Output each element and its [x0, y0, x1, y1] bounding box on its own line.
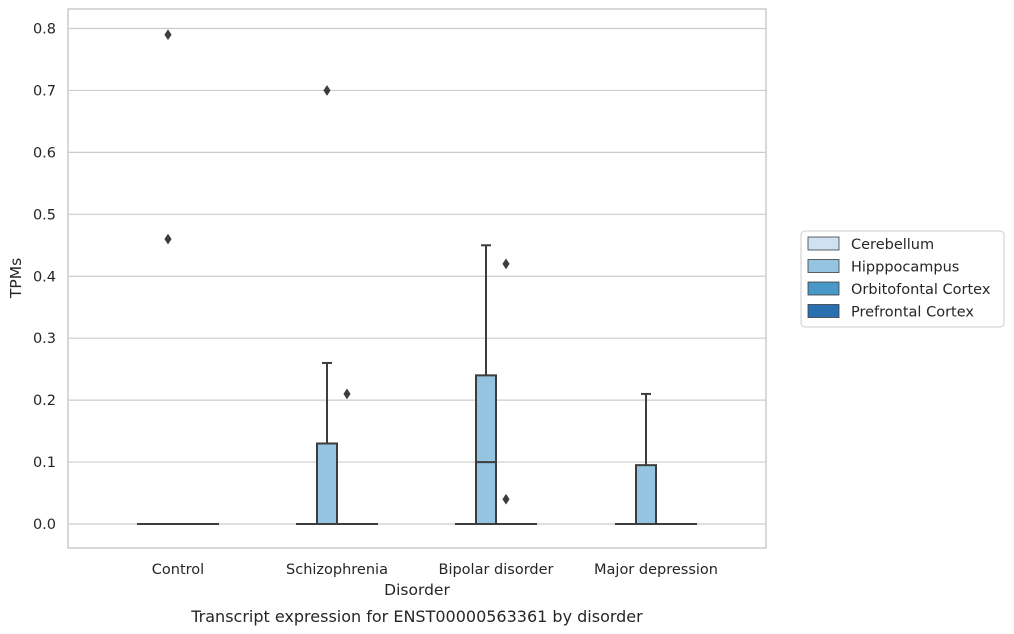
y-tick-label: 0.1: [33, 455, 56, 471]
outlier-point: [164, 233, 172, 245]
legend-frame: [800, 230, 1005, 328]
legend-swatch: [807, 259, 840, 273]
outlier-point: [502, 493, 510, 505]
outlier-point: [502, 258, 510, 270]
series-orbitofontal-cortex: [177, 258, 677, 526]
y-tick-label: 0.2: [33, 393, 56, 409]
outlier-point: [323, 84, 331, 96]
y-tick-label: 0.5: [33, 207, 56, 223]
box: [635, 464, 657, 525]
x-tick-label: Control: [152, 562, 204, 578]
x-axis-label: Disorder: [384, 581, 450, 599]
legend: Cerebellum Hipppocampus Orbitofontal Corte…: [800, 230, 1005, 328]
y-tick-label: 0.6: [33, 145, 56, 161]
series-hipppocampus: [157, 29, 657, 526]
y-tick-label: 0.3: [33, 331, 56, 347]
legend-label: Cerebellum: [851, 237, 934, 253]
legend-label: Orbitofontal Cortex: [851, 282, 991, 298]
y-tick-label: 0.7: [33, 83, 56, 99]
legend-label: Hipppocampus: [851, 260, 959, 276]
y-axis-label: TPMs: [7, 258, 25, 299]
plot-frame: [67, 8, 767, 549]
y-axis-ticks: 0.0 0.1 0.2 0.3 0.4 0.5 0.6 0.7 0.8: [33, 22, 56, 534]
x-tick-label: Schizophrenia: [286, 562, 388, 578]
x-tick-label: Bipolar disorder: [439, 562, 554, 578]
box-series: [137, 29, 697, 526]
box: [316, 442, 338, 526]
x-axis-ticks: Control Schizophrenia Bipolar disorder Majo…: [152, 562, 718, 578]
legend-swatch: [807, 236, 840, 251]
legend-swatch: [807, 281, 840, 296]
legend-label: Prefrontal Cortex: [851, 305, 974, 321]
y-tick-label: 0.4: [33, 269, 56, 285]
legend-swatch: [807, 304, 840, 318]
outlier-point: [343, 388, 351, 400]
box: [475, 374, 497, 525]
y-tick-label: 0.0: [33, 517, 56, 533]
grid-lines: [68, 27, 766, 525]
x-tick-label: Major depression: [594, 562, 718, 578]
chart-caption: Transcript expression for ENST0000056336…: [190, 607, 643, 626]
outlier-point: [164, 29, 172, 41]
y-tick-label: 0.8: [33, 22, 56, 38]
